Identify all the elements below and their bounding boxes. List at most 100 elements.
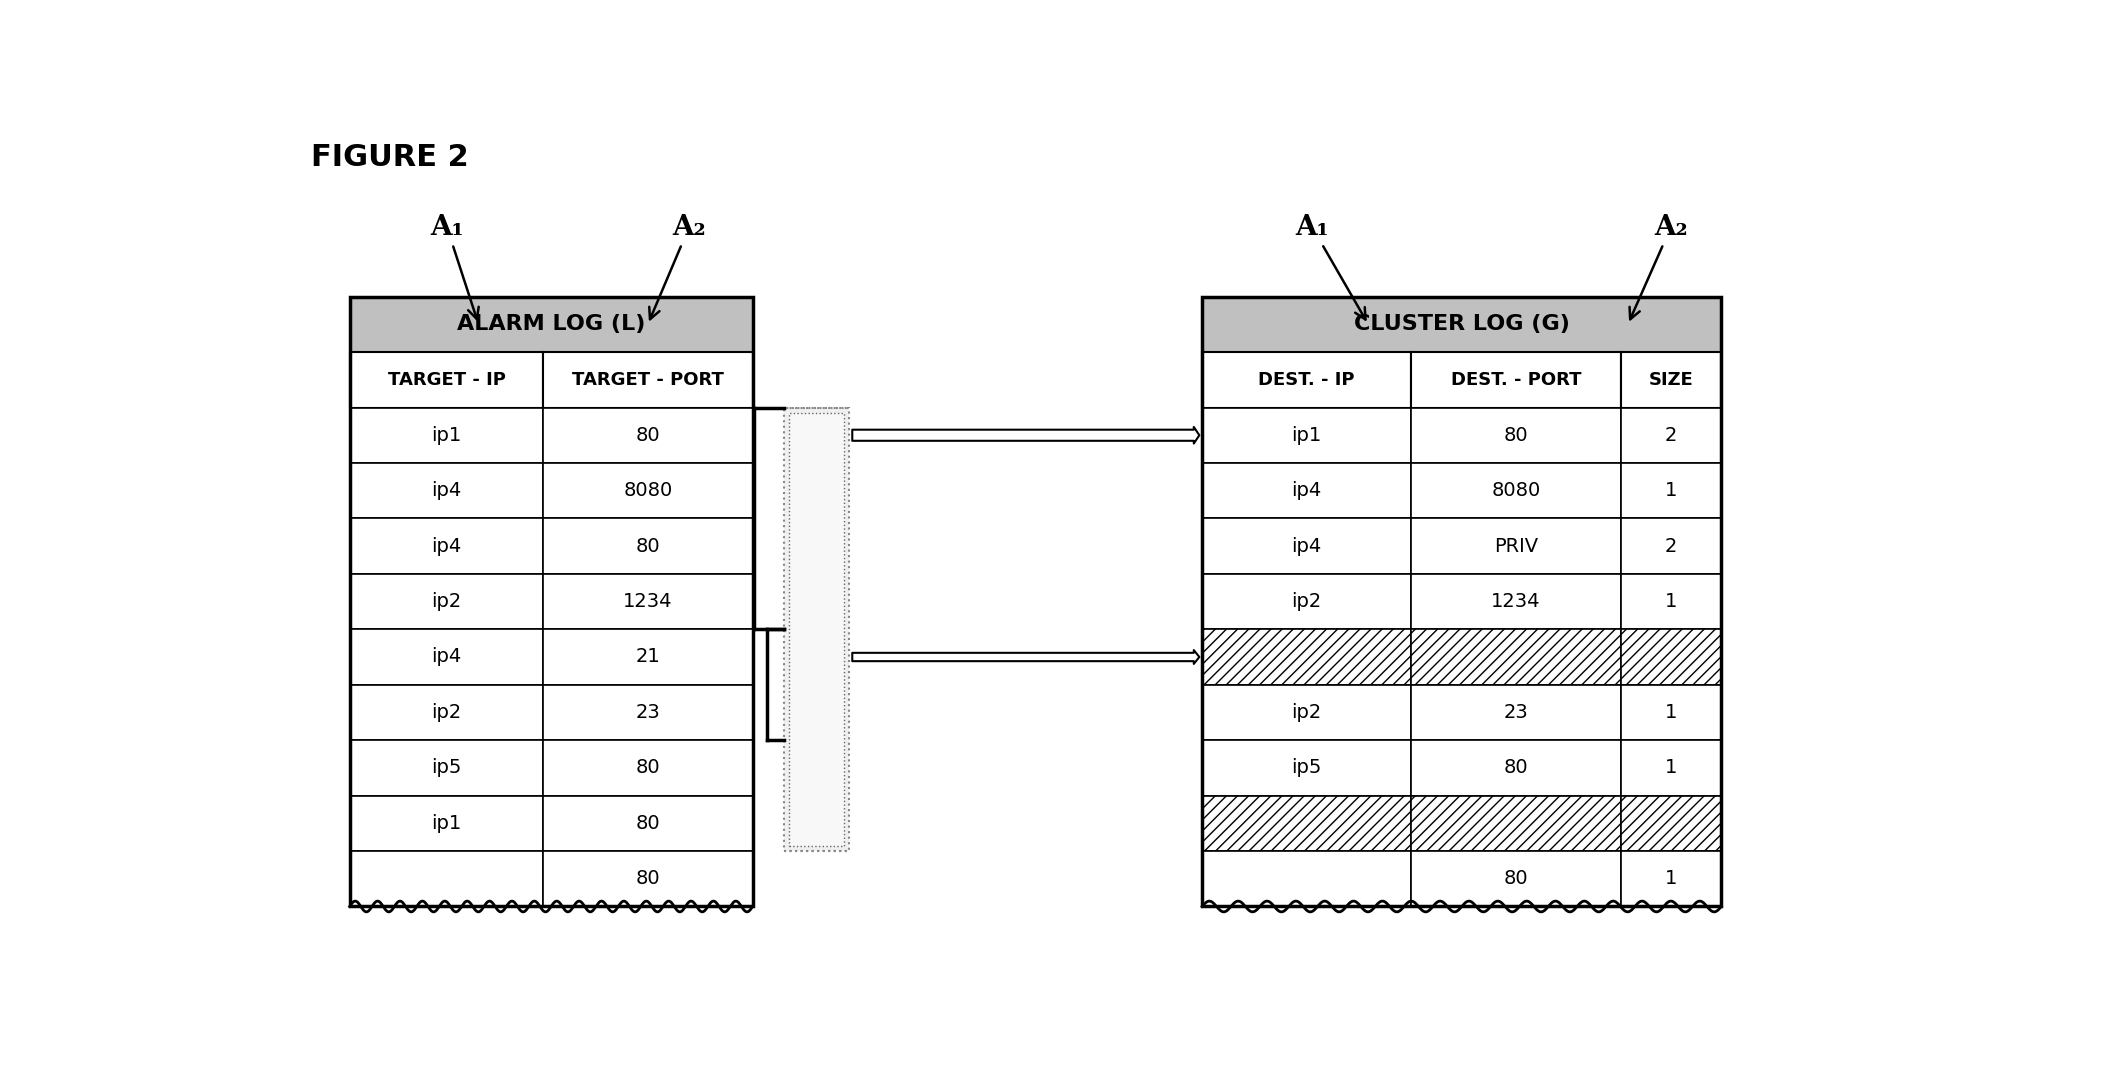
Bar [544, 629, 753, 684]
Bar [1201, 296, 1722, 907]
Bar [544, 407, 753, 463]
Text: 80: 80 [1504, 869, 1529, 888]
Text: TARGET - IP: TARGET - IP [387, 370, 505, 389]
Text: SIZE: SIZE [1648, 370, 1694, 389]
Text: A₂: A₂ [1629, 214, 1688, 319]
Bar [349, 518, 544, 573]
Bar [349, 296, 753, 907]
Text: 80: 80 [637, 426, 660, 445]
Bar [1201, 407, 1411, 463]
Text: ip2: ip2 [1292, 703, 1322, 722]
Text: PRIV: PRIV [1493, 536, 1538, 556]
Bar [544, 741, 753, 796]
Text: DEST. - IP: DEST. - IP [1258, 370, 1356, 389]
Text: ip2: ip2 [1292, 592, 1322, 611]
Bar [1411, 851, 1620, 907]
Text: 2: 2 [1665, 426, 1677, 445]
Bar [1411, 741, 1620, 796]
Text: ip4: ip4 [1292, 536, 1322, 556]
Text: TARGET - PORT: TARGET - PORT [571, 370, 723, 389]
Bar [544, 518, 753, 573]
Text: 1: 1 [1665, 869, 1677, 888]
Text: 23: 23 [637, 703, 660, 722]
Bar [1201, 518, 1411, 573]
Text: 8080: 8080 [624, 481, 673, 501]
Text: 1: 1 [1665, 758, 1677, 778]
Text: ip5: ip5 [431, 758, 461, 778]
Bar [1201, 629, 1411, 684]
Text: A₁: A₁ [429, 214, 478, 319]
Bar [544, 463, 753, 518]
Bar [1201, 851, 1411, 907]
Bar [544, 851, 753, 907]
Bar [349, 851, 544, 907]
Bar [1620, 851, 1722, 907]
Bar [349, 629, 544, 684]
Bar [1201, 573, 1411, 629]
Text: 1234: 1234 [624, 592, 673, 611]
Text: ip4: ip4 [431, 536, 461, 556]
Text: 1: 1 [1665, 703, 1677, 722]
Text: 80: 80 [637, 813, 660, 833]
Bar [1620, 741, 1722, 796]
Text: ip2: ip2 [431, 592, 461, 611]
Bar [1201, 741, 1411, 796]
Bar [789, 413, 844, 846]
Bar [349, 407, 544, 463]
Bar [1620, 684, 1722, 741]
Text: 8080: 8080 [1491, 481, 1540, 501]
Text: A₂: A₂ [649, 214, 706, 319]
Text: 2: 2 [1665, 536, 1677, 556]
Text: 23: 23 [1504, 703, 1529, 722]
Text: 80: 80 [1504, 426, 1529, 445]
Bar [544, 573, 753, 629]
Text: ip4: ip4 [431, 481, 461, 501]
Bar [349, 352, 544, 407]
Text: CLUSTER LOG (G): CLUSTER LOG (G) [1354, 314, 1569, 334]
Text: ip2: ip2 [431, 703, 461, 722]
Text: 21: 21 [637, 647, 660, 667]
Bar [349, 684, 544, 741]
Bar [544, 684, 753, 741]
Text: 1234: 1234 [1491, 592, 1540, 611]
Text: 1: 1 [1665, 481, 1677, 501]
Bar [785, 407, 850, 851]
Text: FIGURE 2: FIGURE 2 [311, 142, 470, 172]
Text: 1: 1 [1665, 592, 1677, 611]
Text: A₁: A₁ [1296, 214, 1366, 319]
Text: ip5: ip5 [1292, 758, 1322, 778]
Bar [1620, 518, 1722, 573]
Bar [349, 463, 544, 518]
Bar [1201, 796, 1411, 851]
Text: 80: 80 [637, 869, 660, 888]
Bar [1411, 629, 1620, 684]
Text: 80: 80 [1504, 758, 1529, 778]
Bar [1411, 684, 1620, 741]
Bar [1620, 629, 1722, 684]
Bar [1201, 296, 1722, 352]
Bar [1201, 352, 1411, 407]
Bar [544, 352, 753, 407]
Bar [1620, 463, 1722, 518]
Bar [1411, 463, 1620, 518]
Bar [1620, 796, 1722, 851]
Bar [349, 796, 544, 851]
Bar [1620, 407, 1722, 463]
Text: ip1: ip1 [1292, 426, 1322, 445]
Text: 80: 80 [637, 536, 660, 556]
Bar [349, 741, 544, 796]
Bar [1201, 463, 1411, 518]
Bar [349, 573, 544, 629]
Text: ip1: ip1 [431, 426, 461, 445]
Bar [544, 796, 753, 851]
Text: ALARM LOG (L): ALARM LOG (L) [457, 314, 645, 334]
Text: 80: 80 [637, 758, 660, 778]
Bar [1411, 518, 1620, 573]
Bar [349, 296, 753, 352]
Bar [1620, 573, 1722, 629]
Bar [1201, 684, 1411, 741]
Text: DEST. - PORT: DEST. - PORT [1451, 370, 1582, 389]
Text: ip1: ip1 [431, 813, 461, 833]
Text: ip4: ip4 [1292, 481, 1322, 501]
Bar [1411, 407, 1620, 463]
